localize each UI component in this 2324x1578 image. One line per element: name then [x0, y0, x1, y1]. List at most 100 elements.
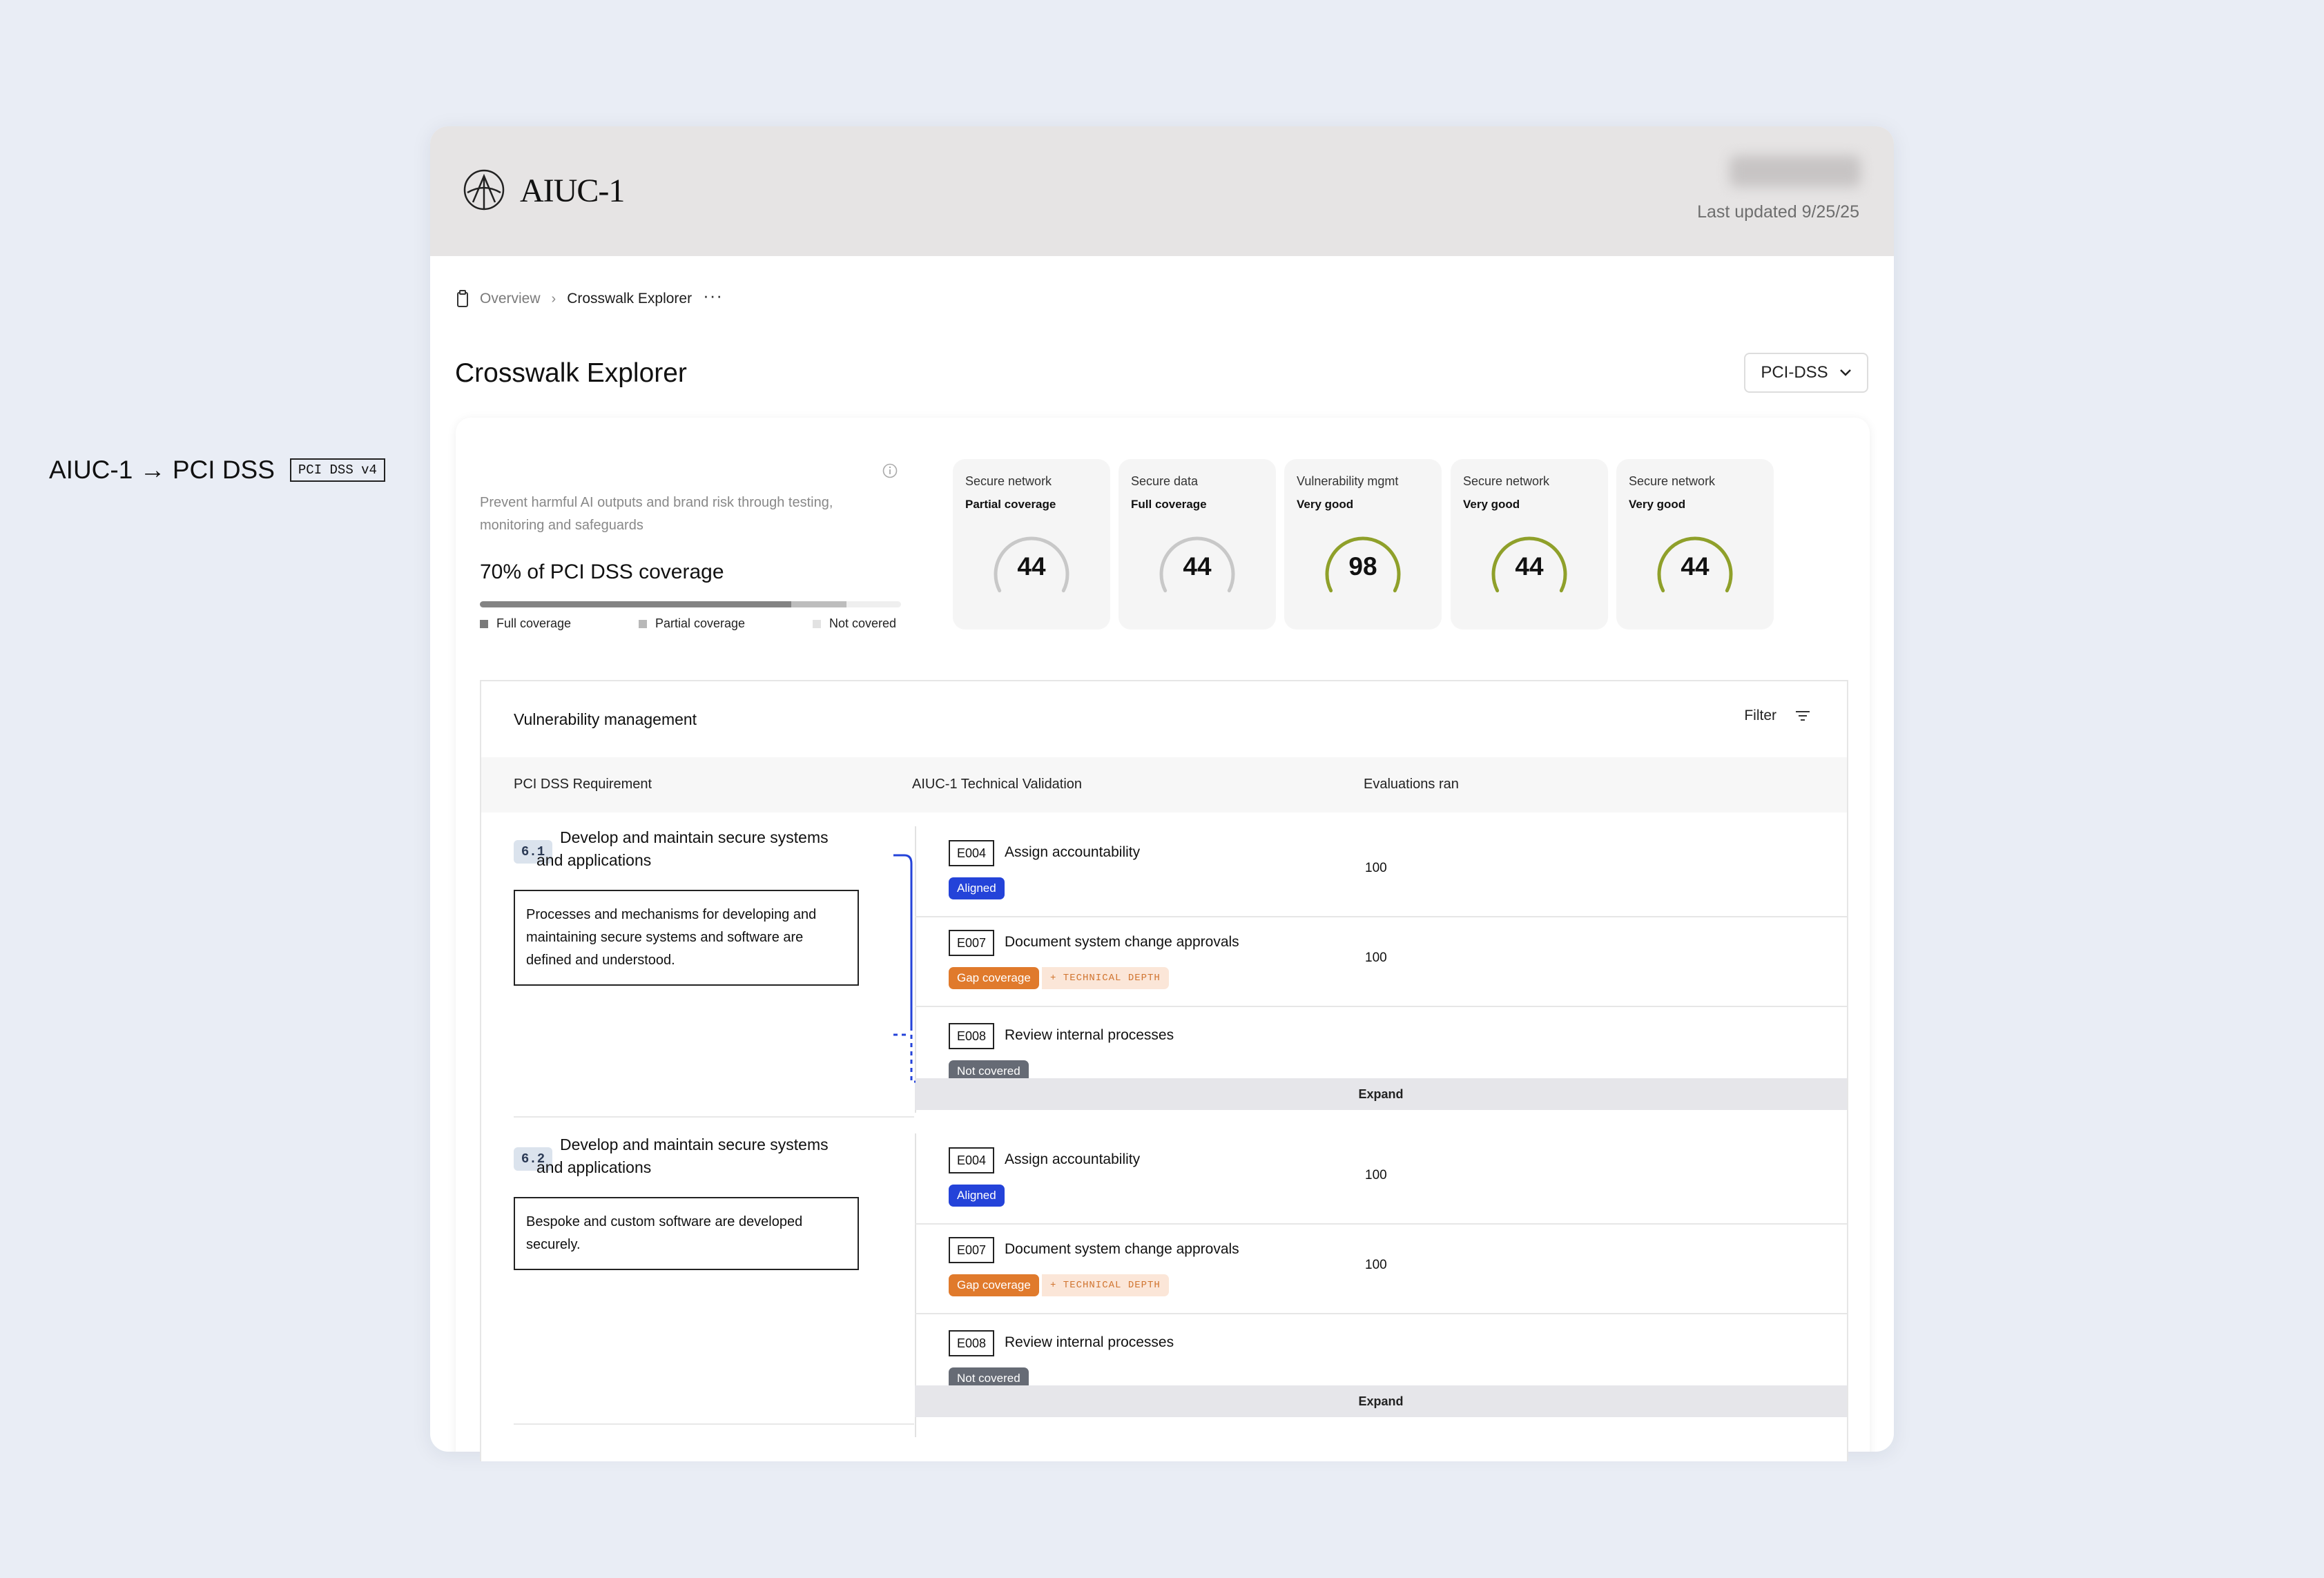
expand-button[interactable]: Expand	[915, 1385, 1847, 1417]
score-value: 98	[1348, 552, 1377, 581]
filter-button[interactable]: Filter	[1744, 708, 1811, 724]
gauge-arc	[1491, 536, 1567, 593]
requirement-description: Processes and mechanisms for developing …	[514, 890, 859, 986]
gauge-arc	[1159, 536, 1235, 593]
validation-name: Assign accountability	[1005, 844, 1141, 860]
validation-name: Document system change approvals	[1005, 1241, 1239, 1257]
score-value: 44	[1017, 552, 1046, 581]
breadcrumb-separator: ›	[551, 291, 556, 306]
row-divider	[915, 916, 1847, 917]
requirement-title: Develop and maintain secure systems and …	[536, 828, 829, 869]
breadcrumb: Overview › Crosswalk Explorer ···	[456, 284, 724, 311]
breadcrumb-overview[interactable]: Overview	[480, 291, 541, 306]
app-logo-text: AIUC-1	[520, 173, 625, 209]
score-card: Secure network Very good 44	[1616, 459, 1774, 630]
status-badge: Gap coverage	[949, 1274, 1039, 1296]
score-card: Secure network Partial coverage 44	[953, 459, 1110, 630]
validation-name: Review internal processes	[1005, 1027, 1174, 1043]
validation-name: Assign accountability	[1005, 1151, 1141, 1167]
legend-not-swatch	[813, 619, 821, 628]
score-status: Very good	[1629, 498, 1686, 511]
chevron-down-icon	[1839, 369, 1851, 376]
score-gauge	[1159, 536, 1235, 593]
aiuc-logo-icon	[463, 169, 505, 211]
status-badge: Aligned	[949, 877, 1005, 899]
column-divider	[915, 1133, 916, 1437]
evaluations-value: 100	[1365, 861, 1387, 875]
gauge-arc	[1325, 536, 1401, 593]
filter-icon	[1796, 711, 1810, 721]
validation-code: E008	[949, 1023, 995, 1049]
legend-partial-swatch	[639, 619, 647, 628]
coverage-bar-partial	[791, 601, 846, 607]
score-gauge	[994, 536, 1069, 593]
score-value: 44	[1183, 552, 1212, 581]
score-value: 44	[1681, 552, 1710, 581]
last-updated: Last updated 9/25/25	[1697, 202, 1859, 222]
validation-code: E004	[949, 840, 995, 866]
more-options-icon[interactable]: ···	[703, 284, 724, 306]
row-divider	[915, 1223, 1847, 1225]
score-category: Secure network	[965, 474, 1052, 488]
mapping-connector	[893, 854, 916, 1083]
score-gauge	[1657, 536, 1733, 593]
page-title: Crosswalk Explorer	[455, 358, 687, 388]
clipboard-icon	[457, 290, 468, 307]
coverage-bar-full	[480, 601, 792, 607]
legend-not-label: Not covered	[829, 616, 897, 630]
filter-label: Filter	[1744, 708, 1776, 723]
breadcrumb-current: Crosswalk Explorer	[567, 291, 693, 306]
coverage-bar	[480, 601, 901, 607]
validation-code: E007	[949, 1237, 995, 1263]
mapping-description: Prevent harmful AI outputs and brand ris…	[480, 495, 833, 533]
technical-depth-badge: + TECHNICAL DEPTH	[1042, 1274, 1169, 1296]
coverage-title: 70% of PCI DSS coverage	[480, 561, 724, 583]
table-title: Vulnerability management	[514, 710, 697, 728]
mapping-title-text: AIUC-1 → PCI DSS	[49, 456, 275, 484]
framework-select-value: PCI-DSS	[1761, 363, 1828, 382]
status-badge: Aligned	[949, 1185, 1005, 1207]
row-divider	[915, 1313, 1847, 1314]
score-value: 44	[1515, 552, 1544, 581]
gauge-arc	[1657, 536, 1733, 593]
validation-name: Document system change approvals	[1005, 934, 1239, 950]
header-requirement: PCI DSS Requirement	[514, 777, 652, 792]
legend-not: Not covered	[813, 616, 896, 631]
validation-code: E007	[949, 930, 995, 956]
mapping-title: AIUC-1 → PCI DSS PCI DSS v4	[49, 456, 385, 485]
legend-full: Full coverage	[480, 616, 571, 631]
gauge-arc	[994, 536, 1069, 593]
validation-code: E004	[949, 1147, 995, 1173]
score-card: Secure network Very good 44	[1451, 459, 1608, 630]
requirements-table: Vulnerability management Filter PCI DSS …	[480, 680, 1848, 1461]
score-status: Very good	[1297, 498, 1354, 511]
framework-select[interactable]: PCI-DSS	[1744, 353, 1868, 393]
evaluations-value: 100	[1365, 1258, 1387, 1272]
row-divider	[915, 1006, 1847, 1007]
evaluations-value: 100	[1365, 951, 1387, 965]
version-badge: PCI DSS v4	[289, 458, 385, 482]
score-gauge	[1325, 536, 1401, 593]
legend-full-label: Full coverage	[496, 616, 572, 630]
score-card: Vulnerability mgmt Very good 98	[1284, 459, 1442, 630]
table-header: PCI DSS Requirement AIUC-1 Technical Val…	[481, 757, 1847, 812]
info-icon[interactable]	[882, 463, 898, 478]
score-status: Full coverage	[1131, 498, 1207, 511]
score-status: Partial coverage	[965, 498, 1056, 511]
score-category: Secure data	[1131, 474, 1199, 488]
score-card: Secure data Full coverage 44	[1119, 459, 1276, 630]
legend-full-swatch	[480, 619, 488, 628]
requirement-number: 6.1	[514, 840, 552, 864]
score-category: Secure network	[1629, 474, 1716, 488]
score-category: Vulnerability mgmt	[1297, 474, 1399, 488]
validation-name: Review internal processes	[1005, 1334, 1174, 1350]
requirement-number: 6.2	[514, 1147, 552, 1171]
status-badge: Gap coverage	[949, 967, 1039, 989]
requirement-title: Develop and maintain secure systems and …	[536, 1136, 829, 1176]
expand-button[interactable]: Expand	[915, 1078, 1847, 1110]
legend-partial: Partial coverage	[639, 616, 745, 631]
group-divider	[514, 1116, 914, 1118]
user-name-blurred	[1730, 155, 1861, 187]
header-evaluations: Evaluations ran	[1364, 777, 1459, 792]
score-status: Very good	[1463, 498, 1520, 511]
